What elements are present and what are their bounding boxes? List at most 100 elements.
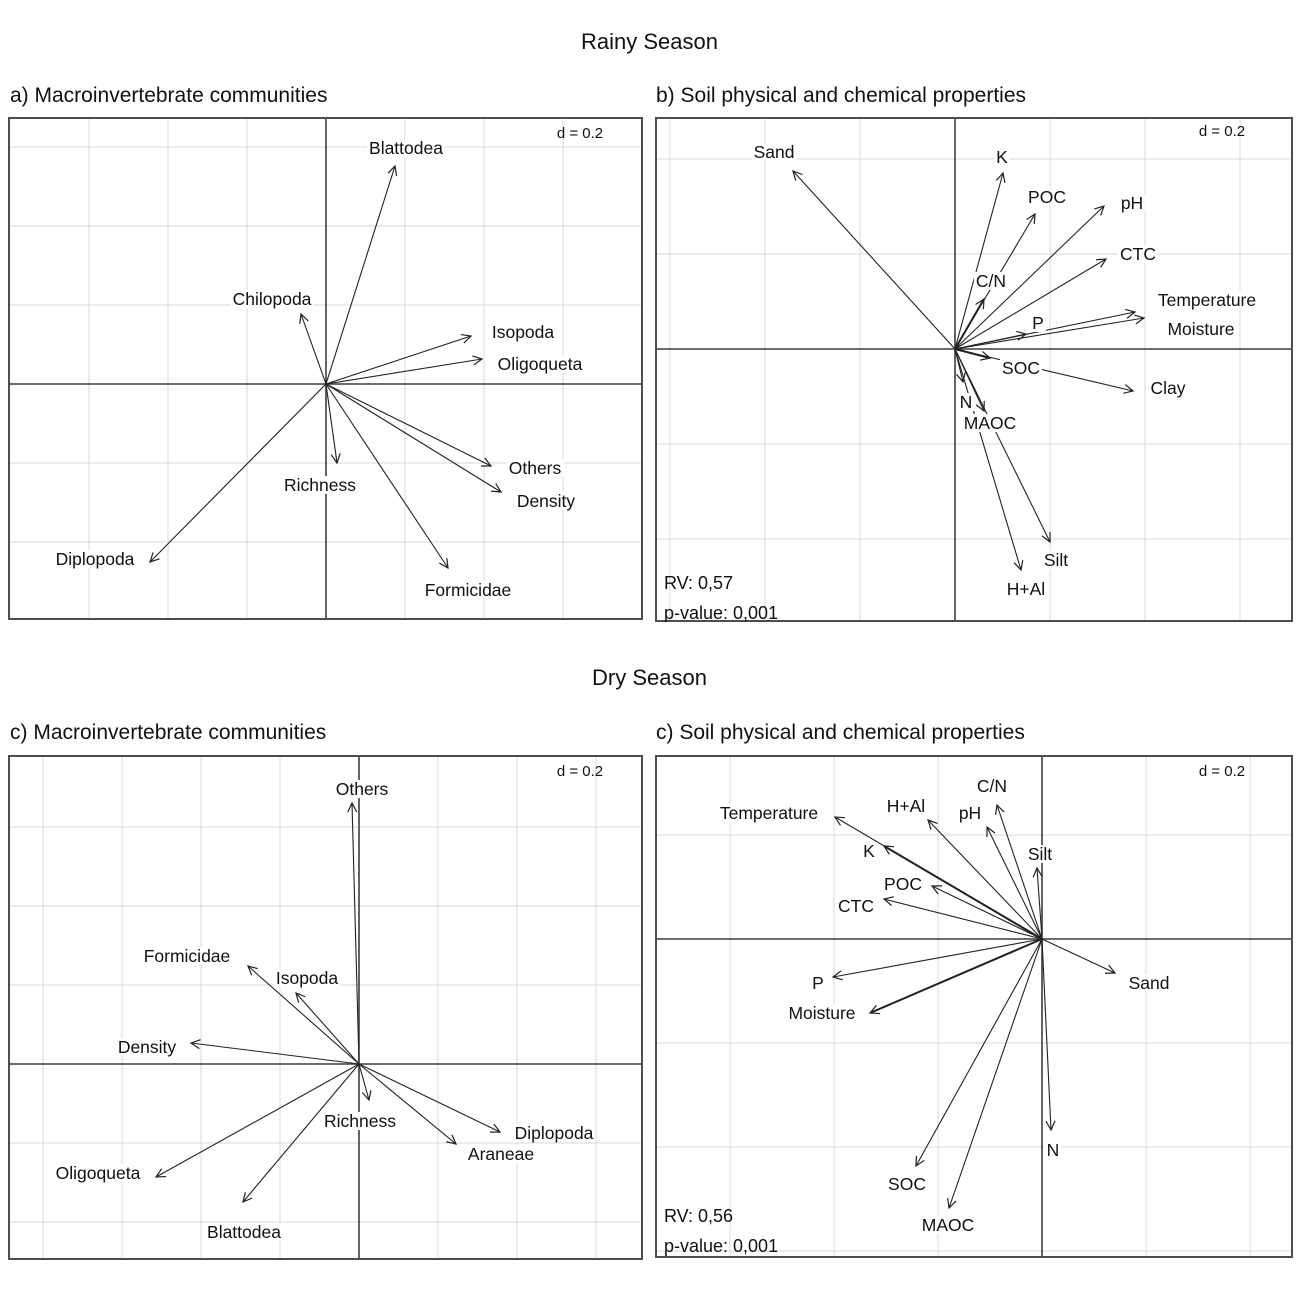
arrow-silt (1032, 866, 1043, 940)
arrow-label-clay: Clay (1150, 378, 1185, 398)
arrow-label-box (1155, 291, 1259, 309)
arrow-label-box (205, 1223, 284, 1241)
arrow-h-al (954, 348, 1024, 572)
arrow-label-araneae: Araneae (468, 1144, 534, 1164)
arrow-label-moisture: Moisture (1167, 319, 1234, 339)
arrow-label-oligoqueta: Oligoqueta (498, 354, 583, 374)
arrow-label-c-n: C/N (976, 271, 1006, 291)
arrow-label-temperature: Temperature (720, 803, 818, 823)
arrow-label-n: N (1047, 1140, 1060, 1160)
arrow-label-box (1025, 845, 1055, 863)
arrow-formicidae (325, 383, 449, 570)
arrow-oligoqueta (325, 355, 484, 385)
arrow-label-box (1000, 359, 1042, 377)
arrow-label-poc: POC (1028, 187, 1066, 207)
section-title-dry-season: Dry Season (592, 665, 707, 690)
arrow-label-box (810, 974, 826, 992)
arrow-araneae (358, 1063, 458, 1145)
panel-title-dry-macroinvertebrates: c) Macroinvertebrate communities (10, 721, 327, 744)
arrow-label-k: K (863, 841, 875, 861)
arrow-label-isopoda: Isopoda (276, 968, 339, 988)
arrow-label-others: Others (336, 779, 389, 799)
arrow-others (347, 801, 360, 1065)
arrow-label-diplopoda: Diplopoda (56, 549, 135, 569)
p-value-statistic: p-value: 0,001 (664, 603, 778, 622)
panel-border (655, 755, 1293, 1258)
biplot-panel-rainy-macroinvertebrates: Blattodea Chilopoda Isopoda Oligoqueta Other… (8, 117, 643, 620)
arrow-label-box (514, 492, 578, 510)
panel-background (655, 117, 1293, 622)
arrow-blattodea (242, 1063, 360, 1204)
panel-title-dry-soil-properties: c) Soil physical and chemical properties (656, 721, 1025, 744)
arrow-diplopoda (149, 383, 327, 563)
arrow-ctc (954, 258, 1108, 350)
arrow-label-box (115, 1038, 179, 1056)
arrow-diplopoda (358, 1063, 502, 1133)
p-value-statistic: p-value: 0,001 (664, 1236, 778, 1256)
arrow-label-box (884, 797, 928, 815)
arrow-label-silt: Silt (1028, 844, 1052, 864)
arrow-label-ctc: CTC (1120, 244, 1156, 264)
grid-scale-label: d = 0.2 (1199, 763, 1245, 780)
arrow-label-others: Others (509, 458, 562, 478)
arrow-label-soc: SOC (888, 1174, 926, 1194)
arrow-label-density: Density (517, 491, 576, 511)
arrow-richness (325, 383, 341, 465)
arrow-label-box (1030, 314, 1046, 332)
arrow-label-sand: Sand (754, 142, 795, 162)
biplot-panel-dry-soil-properties: C/N pH H+Al Temperature K Silt POC CTC P Moisture… (655, 755, 1293, 1258)
arrow-label-box (53, 1164, 143, 1182)
grid-scale-label: d = 0.2 (557, 763, 603, 780)
arrow-label-box (1165, 320, 1237, 338)
arrow-label-box (230, 290, 314, 308)
arrow-label-richness: Richness (324, 1111, 396, 1131)
panel-border (8, 117, 643, 620)
arrow-label-maoc: MAOC (964, 413, 1017, 433)
arrow-label-silt: Silt (1044, 550, 1068, 570)
arrow-label-box (422, 581, 514, 599)
arrow-label-h-al: H+Al (1007, 579, 1045, 599)
arrow-label-box (886, 1175, 928, 1193)
arrow-label-box (1118, 194, 1146, 212)
panel-title-rainy-macroinvertebrates: a) Macroinvertebrate communities (10, 84, 328, 107)
arrow-label-box (717, 804, 821, 822)
arrow-clay (954, 348, 1135, 394)
arrow-label-p: P (812, 973, 824, 993)
arrow-label-box (465, 1145, 537, 1163)
arrow-label-box (141, 947, 233, 965)
arrow-label-box (495, 355, 585, 373)
arrow-sand (792, 170, 956, 350)
arrow-moisture (868, 938, 1043, 1015)
arrow-label-soc: SOC (1002, 358, 1040, 378)
arrow-label-box (506, 459, 564, 477)
arrow-label-density: Density (118, 1037, 177, 1057)
arrow-sand (1041, 938, 1117, 974)
arrow-label-k: K (996, 147, 1008, 167)
arrow-label-box (1026, 188, 1068, 206)
arrow-label-diplopoda: Diplopoda (515, 1123, 594, 1143)
arrow-label-temperature: Temperature (1158, 290, 1256, 310)
arrow-c-n (954, 297, 985, 350)
arrow-ctc (882, 896, 1043, 940)
arrow-chilopoda (299, 312, 327, 385)
arrow-richness (358, 1063, 372, 1102)
arrow-label-ph: pH (1121, 193, 1143, 213)
arrow-label-maoc: MAOC (922, 1215, 975, 1235)
biplot-panel-rainy-soil-properties: Sand K POC pH CTC C/N Temperature Moisture P SOC C… (655, 117, 1293, 622)
arrow-c-n (995, 803, 1043, 940)
arrow-label-box (1044, 1141, 1062, 1159)
arrow-ph (954, 205, 1105, 350)
arrow-label-formicidae: Formicidae (425, 580, 512, 600)
arrow-label-moisture: Moisture (788, 1003, 855, 1023)
arrow-label-box (367, 139, 446, 157)
arrow-label-poc: POC (884, 874, 922, 894)
arrow-h-al (927, 819, 1043, 940)
biplot-panel-dry-macroinvertebrates: Others Formicidae Isopoda Density Richness Ol… (8, 755, 643, 1260)
arrow-others (325, 383, 493, 467)
arrow-oligoqueta (154, 1063, 360, 1178)
arrow-blattodea (325, 164, 398, 385)
arrow-label-box (273, 969, 341, 987)
arrow-label-box (282, 476, 359, 494)
arrow-label-box (956, 804, 984, 822)
arrow-isopoda (295, 991, 360, 1065)
